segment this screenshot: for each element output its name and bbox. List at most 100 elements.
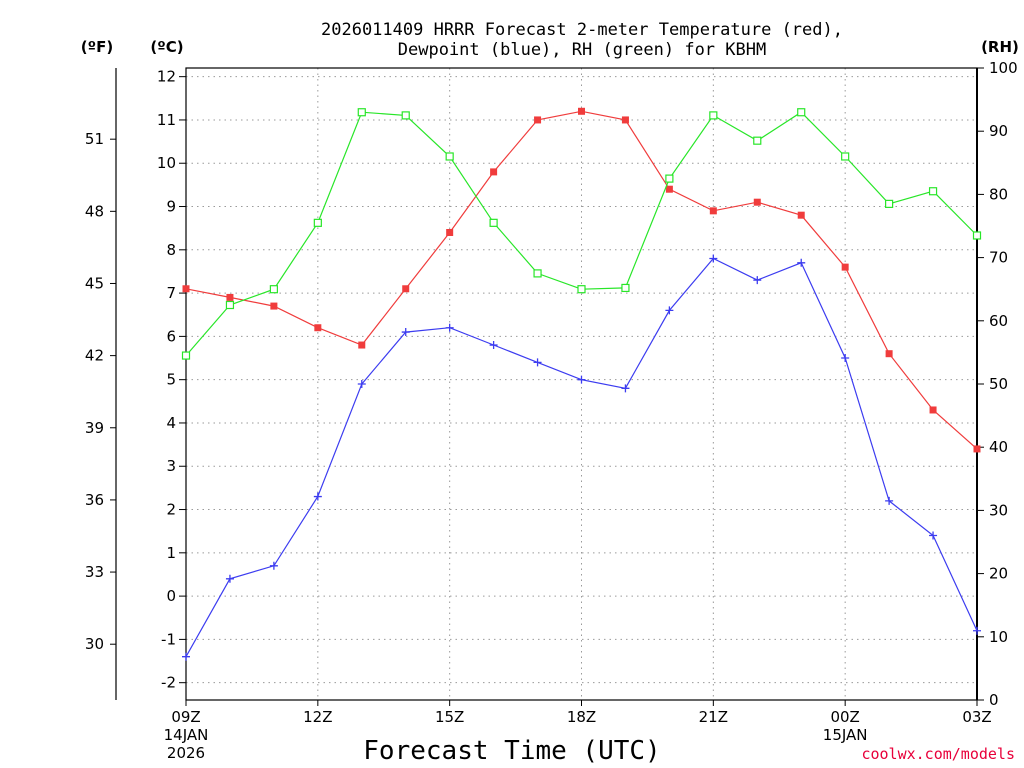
rh-point-4 (357, 108, 366, 117)
rh-point-1 (225, 300, 235, 310)
series-layer (181, 107, 982, 661)
dewpoint-point-13 (753, 276, 762, 285)
rh-point-13 (753, 136, 762, 145)
rh-tick-label-20: 20 (989, 565, 1008, 583)
celsius-tick-label-3: 3 (166, 457, 176, 475)
rh-tick-label-90: 90 (989, 122, 1008, 140)
rh-point-2 (269, 285, 278, 294)
rh-point-3 (313, 218, 322, 227)
celsius-tick-label-2: 2 (166, 501, 176, 519)
rh-tick-label-40: 40 (989, 438, 1008, 456)
rh-series (181, 108, 982, 360)
celsius-tick-label--2: -2 (161, 674, 176, 692)
dewpoint-point-9 (577, 375, 586, 384)
x-tick-date-15JAN: 15JAN (823, 726, 868, 744)
rh-tick-label-60: 60 (989, 312, 1008, 330)
x-tick-label-15Z: 15Z (435, 708, 464, 726)
temperature-series (182, 107, 981, 453)
dewpoint-point-1 (225, 574, 234, 583)
dewpoint-point-8 (533, 358, 542, 367)
x-tick-label-18Z: 18Z (567, 708, 596, 726)
fahrenheit-tick-label-39: 39 (85, 419, 104, 437)
celsius-tick-label--1: -1 (161, 630, 176, 648)
celsius-tick-label-11: 11 (157, 111, 176, 129)
dewpoint-point-11 (665, 306, 674, 315)
temperature-point-5 (402, 285, 410, 293)
temperature-point-15 (841, 263, 849, 271)
rh-point-11 (665, 174, 674, 183)
rh-tick-label-10: 10 (989, 628, 1008, 646)
x-tick-year-2026: 2026 (167, 744, 205, 762)
axes: -2-1012345678910111230333639424548510102… (85, 59, 1018, 762)
dewpoint-point-18 (973, 626, 981, 635)
temperature-point-16 (885, 350, 893, 358)
rh-point-18 (972, 231, 982, 240)
dewpoint-point-0 (182, 652, 190, 661)
rh-point-12 (709, 111, 718, 120)
rh-tick-label-0: 0 (989, 691, 999, 709)
celsius-tick-label-5: 5 (166, 371, 176, 389)
fahrenheit-tick-label-48: 48 (85, 202, 104, 220)
celsius-tick-label-1: 1 (166, 544, 176, 562)
temperature-point-11 (665, 185, 673, 193)
fahrenheit-tick-label-33: 33 (85, 563, 104, 581)
x-axis-title: Forecast Time (UTC) (363, 736, 660, 766)
temperature-point-2 (270, 302, 278, 310)
temperature-point-12 (709, 207, 717, 215)
temperature-point-6 (446, 228, 454, 236)
dewpoint-point-14 (797, 258, 806, 267)
dewpoint-point-17 (929, 531, 938, 540)
temperature-point-18 (973, 445, 981, 453)
grid-lines (186, 68, 977, 700)
rh-tick-label-100: 100 (989, 59, 1018, 77)
fahrenheit-tick-label-45: 45 (85, 274, 104, 292)
rh-point-0 (181, 351, 191, 360)
rh-point-6 (445, 152, 454, 161)
dewpoint-point-3 (313, 492, 322, 501)
x-tick-label-09Z: 09Z (171, 708, 200, 726)
temperature-point-0 (182, 285, 190, 293)
fahrenheit-tick-label-36: 36 (85, 491, 104, 509)
dewpoint-point-7 (489, 341, 498, 350)
celsius-tick-label-4: 4 (166, 414, 176, 432)
temperature-point-14 (797, 211, 805, 219)
celsius-tick-label-7: 7 (166, 284, 176, 302)
fahrenheit-tick-label-51: 51 (85, 130, 104, 148)
rh-tick-label-80: 80 (989, 185, 1008, 203)
rh-point-10 (621, 283, 630, 293)
fahrenheit-tick-label-42: 42 (85, 347, 104, 365)
fahrenheit-unit-label: (ºF) (81, 38, 113, 56)
temperature-point-1 (226, 293, 234, 301)
rh-point-5 (401, 111, 410, 120)
rh-point-8 (533, 269, 542, 278)
rh-point-14 (797, 108, 806, 117)
celsius-tick-label-0: 0 (166, 587, 176, 605)
x-tick-label-21Z: 21Z (699, 708, 728, 726)
x-tick-label-03Z: 03Z (962, 708, 991, 726)
x-tick-label-00Z: 00Z (830, 708, 859, 726)
temperature-point-9 (578, 107, 585, 115)
rh-tick-label-70: 70 (989, 249, 1008, 267)
temperature-point-3 (314, 324, 322, 332)
rh-tick-label-30: 30 (989, 501, 1008, 519)
celsius-unit-label: (ºC) (150, 38, 183, 56)
x-tick-label-12Z: 12Z (303, 708, 332, 726)
rh-point-7 (489, 218, 498, 227)
celsius-tick-label-6: 6 (166, 327, 176, 345)
celsius-tick-label-9: 9 (166, 198, 176, 216)
temperature-point-13 (753, 198, 761, 206)
dewpoint-series (182, 254, 981, 661)
dewpoint-point-4 (357, 380, 366, 388)
dewpoint-point-12 (709, 254, 718, 263)
chart-title-line1: 2026011409 HRRR Forecast 2-meter Tempera… (321, 20, 843, 40)
x-tick-date-14JAN: 14JAN (164, 726, 209, 744)
dewpoint-point-6 (445, 323, 454, 332)
rh-point-16 (885, 199, 894, 208)
temperature-point-17 (929, 406, 937, 414)
dewpoint-point-5 (401, 328, 410, 337)
credit-label: coolwx.com/models (861, 745, 1015, 763)
dewpoint-point-16 (885, 496, 894, 505)
temperature-point-8 (534, 116, 542, 124)
dewpoint-point-2 (269, 561, 278, 570)
